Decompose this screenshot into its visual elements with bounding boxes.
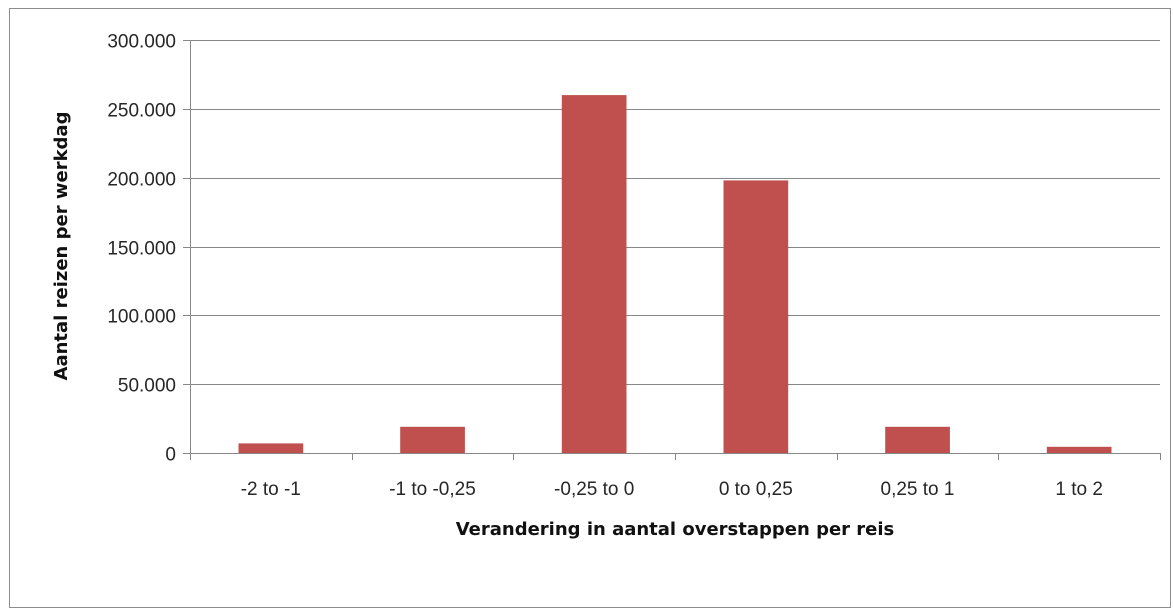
y-tick-label: 100.000 [107,307,176,328]
y-tick-label: 250.000 [107,101,176,122]
y-tick-label: 50.000 [118,376,176,397]
bar [723,180,789,453]
bar-chart: 0 50.000 100.000 150.000 200.000 250.000 300.0… [51,32,1161,540]
bar [561,95,627,453]
x-axis-title: Verandering in aantal overstappen per re… [456,519,895,540]
y-axis-title: Aantal reizen per werkdag [51,112,72,381]
y-tick-label: 150.000 [107,239,176,260]
x-tick-label: 0 to 0,25 [719,479,793,500]
x-tick-label: -1 to -0,25 [389,479,476,500]
x-tick-label: 1 to 2 [1055,479,1103,500]
x-tick-label: -2 to -1 [241,479,301,500]
bar [400,426,465,453]
y-tick-label: 300.000 [107,32,176,53]
tick-labels: 0 50.000 100.000 150.000 200.000 250.000 300.0… [107,32,1103,501]
y-tick-label: 200.000 [107,170,176,191]
bar [238,443,304,453]
bars [238,95,1112,453]
y-tick-label: 0 [165,445,176,466]
x-tick-label: -0,25 to 0 [554,479,634,500]
axes [183,40,1161,460]
bar [885,426,950,453]
bar [1046,446,1112,453]
x-tick-label: 0,25 to 1 [881,479,955,500]
gridlines [190,40,1160,385]
